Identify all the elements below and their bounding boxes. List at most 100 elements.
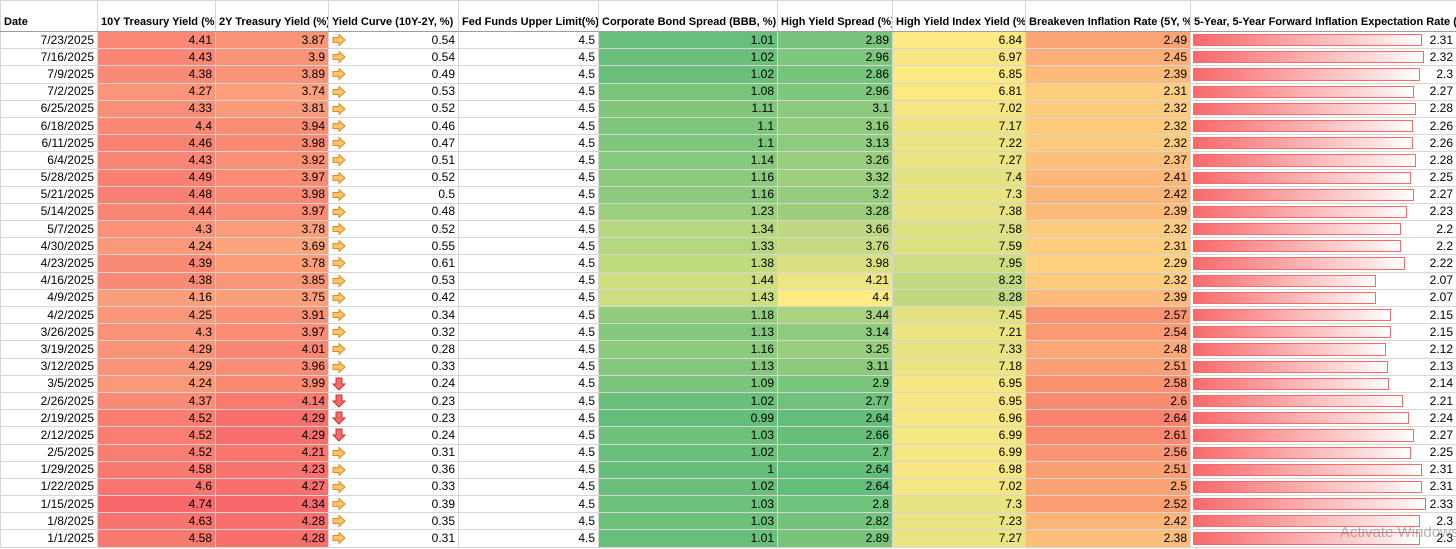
table-cell: 4.5	[458, 426, 599, 445]
table-cell: 4.4	[97, 116, 216, 136]
table-cell: 4.58	[97, 529, 216, 548]
table-cell: 1/15/2025	[0, 495, 98, 514]
cell-value: 2.31	[1429, 32, 1453, 47]
table-cell: 2.3	[1190, 65, 1456, 84]
table-row: 3/5/2025 4.24 3.99 0.24 4.5 1.09 2.9 6.95 2.58 2.…	[0, 374, 1456, 393]
date-text: 1/29/2025	[40, 462, 94, 477]
cell-value: 4.5	[578, 445, 595, 460]
table-row: 6/11/2025 4.46 3.98 0.47 4.5 1.1 3.13 7.22 2.32 2…	[0, 134, 1456, 153]
table-cell: 4.5	[458, 288, 599, 308]
date-text: 1/1/2025	[47, 531, 94, 546]
cell-value: 0.54	[431, 32, 455, 47]
cell-value: 2.42	[1163, 187, 1187, 202]
table-cell: 4.5	[458, 254, 599, 273]
data-bar	[1193, 498, 1426, 511]
cell-value: 2.5	[1170, 479, 1187, 494]
table-cell: 4.5	[458, 323, 599, 342]
column-header: 2Y Treasury Yield (%)	[215, 0, 329, 32]
table-cell: 3/5/2025	[0, 374, 98, 393]
column-header: High Yield Spread (%)	[777, 0, 893, 32]
cell-value: 4.58	[188, 462, 212, 477]
table-cell: 4.5	[458, 305, 599, 325]
cell-value: 4.5	[578, 410, 595, 425]
data-bar	[1193, 257, 1405, 270]
date-text: 2/12/2025	[40, 427, 94, 442]
cell-value: 3.89	[301, 66, 325, 81]
data-bar	[1193, 223, 1401, 236]
table-row: 1/1/2025 4.58 4.28 0.31 4.5 1.01 2.89 7.27 2.38 2…	[0, 529, 1456, 548]
cell-value: 2.38	[1163, 531, 1187, 546]
cell-value: 4.5	[578, 307, 595, 322]
cell-value: 4.34	[301, 496, 325, 511]
cell-value: 4.38	[188, 66, 212, 81]
cell-value: 4.43	[188, 49, 212, 64]
table-cell: 2.27	[1190, 185, 1456, 204]
date-text: 2/5/2025	[47, 445, 94, 460]
date-text: 6/11/2025	[41, 135, 95, 150]
table-cell: 2.38	[1025, 529, 1191, 548]
cell-value: 0.34	[431, 307, 455, 322]
table-cell: 3.91	[215, 305, 329, 325]
data-bar	[1193, 154, 1417, 167]
table-cell: 4.5	[458, 271, 599, 290]
cell-value: 1.02	[750, 479, 774, 494]
cell-value: 4.39	[188, 256, 212, 271]
cell-value: 1.44	[750, 273, 774, 288]
table-cell: 4.5	[458, 116, 599, 136]
table-cell: 0.34	[328, 305, 459, 325]
cell-value: 4.5	[578, 427, 595, 442]
cell-value: 1.16	[750, 187, 774, 202]
cell-value: 4.28	[301, 513, 325, 528]
date-text: 7/16/2025	[40, 49, 94, 64]
table-cell: 4.52	[97, 426, 216, 445]
data-bar	[1193, 394, 1403, 408]
cell-value: 7.95	[998, 256, 1022, 271]
table-row: 5/21/2025 4.48 3.98 0.5 4.5 1.16 3.2 7.3 2.42 2.2…	[0, 185, 1456, 204]
table-row: 7/9/2025 4.38 3.89 0.49 4.5 1.02 2.86 6.85 2.39 2…	[0, 65, 1456, 84]
data-bar	[1193, 412, 1409, 425]
table-cell: 2.24	[1190, 409, 1456, 428]
cell-value: 2.32	[1429, 49, 1453, 64]
table-cell: 2.64	[777, 409, 893, 428]
data-bar	[1193, 240, 1401, 253]
table-row: 6/18/2025 4.4 3.94 0.46 4.5 1.1 3.16 7.17 2.32 2.…	[0, 116, 1456, 136]
table-cell: 4.52	[97, 409, 216, 428]
cell-value: 3.16	[865, 118, 889, 133]
table-cell: 6.99	[892, 443, 1026, 462]
cell-value: 0.33	[431, 359, 455, 374]
table-cell: 0.53	[328, 82, 459, 101]
table-cell: 1.09	[598, 374, 778, 393]
date-text: 1/22/2025	[40, 479, 94, 494]
table-cell: 4.58	[97, 460, 216, 479]
data-bar	[1193, 515, 1421, 528]
table-cell: 4/16/2025	[0, 271, 98, 290]
table-cell: 0.49	[328, 65, 459, 84]
trend-icon	[332, 497, 346, 511]
cell-value: 7.02	[998, 101, 1022, 116]
table-cell: 4.43	[97, 48, 216, 67]
data-bar	[1193, 343, 1386, 356]
table-cell: 1.43	[598, 288, 778, 308]
table-cell: 3.85	[215, 271, 329, 290]
cell-value: 2.26	[1429, 135, 1453, 150]
table-cell: 4.5	[458, 134, 599, 153]
table-cell: 7.27	[892, 151, 1026, 170]
cell-value: 3.44	[865, 307, 889, 322]
cell-value: 0.24	[431, 376, 455, 391]
table-cell: 7.38	[892, 202, 1026, 222]
cell-value: 4.74	[188, 496, 212, 511]
date-text: 1/8/2025	[47, 513, 94, 528]
cell-value: 3.98	[865, 256, 889, 271]
cell-value: 1.02	[750, 66, 774, 81]
table-cell: 1.38	[598, 254, 778, 273]
data-bar	[1193, 480, 1423, 494]
table-cell: 0.52	[328, 220, 459, 239]
table-cell: 7.27	[892, 529, 1026, 548]
table-cell: 2.39	[1025, 202, 1191, 222]
table-cell: 2.29	[1025, 254, 1191, 273]
cell-value: 2.28	[1429, 101, 1453, 116]
date-text: 5/7/2025	[47, 221, 94, 236]
cell-value: 2.13	[1429, 359, 1453, 374]
cell-value: 3.98	[301, 187, 325, 202]
date-text: 6/25/2025	[40, 101, 94, 116]
